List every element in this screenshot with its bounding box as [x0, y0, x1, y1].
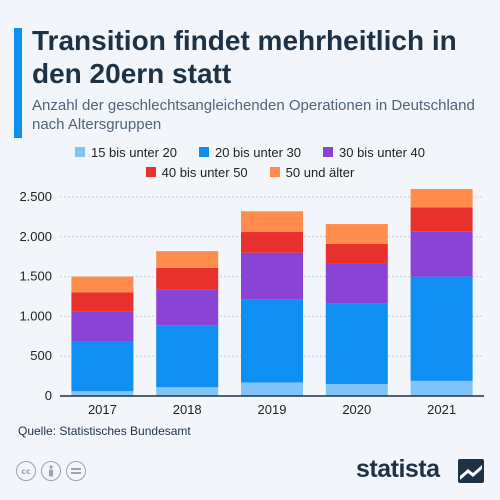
- legend-label: 20 bis unter 30: [214, 144, 301, 160]
- bar-segment: [156, 387, 219, 396]
- bar-segment: [410, 380, 473, 396]
- legend-swatch: [74, 147, 85, 157]
- legend-swatch: [269, 167, 280, 177]
- bar-segment: [241, 232, 303, 253]
- y-tick-label: 2.000: [19, 229, 52, 244]
- y-tick-label: 500: [30, 348, 52, 363]
- bar-segment: [325, 384, 388, 396]
- legend-item-50-plus: 50 und älter: [269, 164, 355, 180]
- statista-logo-text: statista: [356, 455, 440, 483]
- bar-segment: [410, 276, 473, 381]
- bar-segment: [325, 243, 388, 264]
- statista-logo-icon: [458, 459, 484, 483]
- bar-segment: [325, 303, 388, 385]
- bar-segment: [410, 231, 473, 277]
- bar-segment: [71, 292, 134, 312]
- chart-subtitle: Anzahl der geschlechtsangleichenden Oper…: [32, 97, 475, 133]
- bar-segment: [71, 311, 134, 342]
- legend-item-40-50: 40 bis unter 50: [145, 164, 248, 180]
- legend-label: 15 bis unter 20: [90, 144, 177, 160]
- legend-swatch: [145, 167, 156, 177]
- bar-segment: [71, 391, 134, 396]
- bar-segment: [156, 267, 219, 290]
- stacked-bar-chart: 0 500 1.000 1.500 2.000 2.500 2017 2018 2019 2020…: [19, 189, 484, 416]
- y-tick-label: 2.500: [19, 189, 52, 204]
- bar-segment: [410, 189, 473, 208]
- legend-label: 40 bis unter 50: [161, 164, 248, 180]
- x-tick-label: 2019: [258, 402, 287, 416]
- bar-segment: [325, 263, 388, 304]
- chart-title: Transition findet mehrheitlich in den 20…: [32, 25, 457, 89]
- legend-item-30-40: 30 bis unter 40: [323, 145, 425, 160]
- y-tick-label: 0: [45, 388, 52, 403]
- x-tick-label: 2021: [427, 402, 456, 416]
- y-tick-label: 1.000: [19, 308, 52, 323]
- bar-segment: [241, 252, 303, 300]
- bar-segment: [241, 299, 303, 383]
- legend: 15 bis unter 20 20 bis unter 30 30 bis u…: [0, 142, 500, 182]
- license-icons: cc: [16, 461, 86, 481]
- x-tick-label: 2017: [88, 402, 117, 416]
- bar-segment: [241, 211, 303, 233]
- cc-icon: cc: [16, 461, 36, 481]
- bar-segment: [156, 325, 219, 388]
- legend-label: 30 bis unter 40: [339, 144, 426, 160]
- source-note: Quelle: Statistisches Bundesamt: [18, 424, 191, 438]
- legend-swatch: [323, 147, 333, 157]
- legend-row: 15 bis unter 20 20 bis unter 30 30 bis u…: [0, 142, 500, 162]
- y-tick-label: 1.500: [19, 269, 52, 284]
- accent-bar: [14, 28, 22, 138]
- x-tick-label: 2018: [173, 402, 202, 416]
- bar-segment: [156, 289, 219, 326]
- attribution-icon: [41, 461, 61, 481]
- legend-label: 50 und älter: [285, 164, 355, 180]
- legend-item-20-30: 20 bis unter 30: [198, 144, 301, 160]
- equals-icon: [66, 461, 86, 481]
- legend-item-15-20: 15 bis unter 20: [74, 144, 177, 160]
- bar-segment: [71, 276, 134, 293]
- legend-swatch: [198, 147, 209, 157]
- x-tick-label: 2020: [342, 402, 371, 416]
- bar-segment: [71, 341, 134, 392]
- bar-segment: [410, 207, 473, 232]
- bar-segment: [241, 382, 303, 396]
- bar-segment: [325, 224, 388, 244]
- bar-segment: [156, 251, 219, 268]
- legend-row: 40 bis unter 50 50 und älter: [0, 162, 500, 182]
